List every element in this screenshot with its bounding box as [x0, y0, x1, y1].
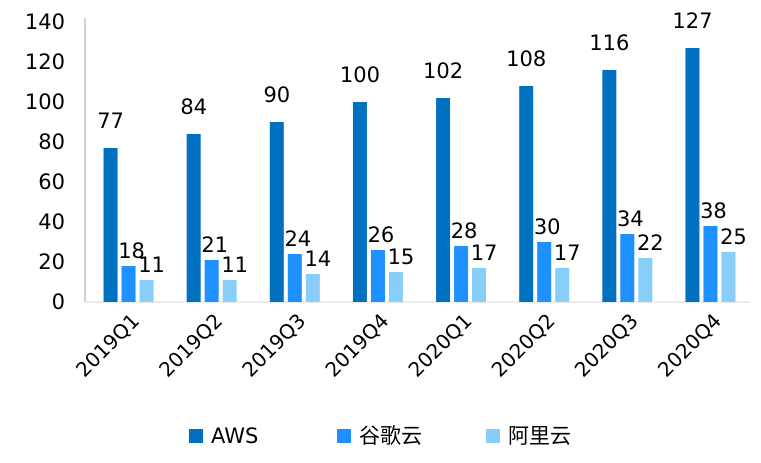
y-tick-label: 60 [38, 170, 65, 194]
bar-阿里云-2019Q4 [388, 272, 403, 302]
bar-阿里云-2019Q3 [305, 274, 320, 302]
data-label: 18 [118, 239, 145, 263]
legend-label: AWS [211, 424, 258, 448]
bar-谷歌云-2019Q2 [204, 260, 219, 302]
bar-AWS-2020Q3 [602, 70, 617, 302]
bar-AWS-2020Q1 [436, 98, 451, 302]
data-label: 15 [388, 245, 415, 269]
bar-谷歌云-2020Q2 [537, 242, 552, 302]
data-label: 17 [554, 241, 581, 265]
y-tick-label: 20 [38, 250, 65, 274]
y-tick-label: 80 [38, 130, 65, 154]
x-tick-label: 2019Q4 [320, 309, 393, 382]
legend: AWS 谷歌云 阿里云 [189, 424, 571, 448]
bar-谷歌云-2020Q4 [703, 226, 718, 302]
bar-阿里云-2019Q1 [139, 280, 154, 302]
y-tick-label: 140 [25, 10, 65, 34]
data-label: 90 [263, 83, 290, 107]
legend-label: 阿里云 [508, 424, 571, 448]
data-label: 24 [284, 227, 311, 251]
bar-谷歌云-2019Q3 [287, 254, 302, 302]
legend-swatch-AWS [189, 429, 203, 443]
legend-swatch-谷歌云 [337, 429, 351, 443]
data-label: 25 [720, 225, 747, 249]
bar-AWS-2020Q2 [519, 86, 534, 302]
data-label: 34 [617, 207, 644, 231]
legend-swatch-阿里云 [486, 429, 500, 443]
x-tick-label: 2019Q2 [154, 309, 227, 382]
data-label: 84 [180, 95, 207, 119]
bar-阿里云-2020Q2 [555, 268, 570, 302]
bar-谷歌云-2020Q3 [620, 234, 635, 302]
legend-label: 谷歌云 [359, 424, 422, 448]
bar-阿里云-2019Q2 [222, 280, 237, 302]
data-label: 21 [201, 233, 228, 257]
data-label: 102 [423, 59, 463, 83]
data-label: 116 [589, 31, 629, 55]
data-label: 14 [304, 247, 331, 271]
data-label: 38 [700, 199, 727, 223]
axis-layer: 0 20 40 60 80 100 120 140 2019Q1 2019Q2 2019Q3 2019… [25, 10, 750, 382]
y-tick-label: 40 [38, 210, 65, 234]
x-tick-label: 2019Q3 [237, 309, 310, 382]
bar-AWS-2020Q4 [685, 48, 700, 302]
x-tick-label: 2020Q2 [487, 309, 560, 382]
x-tick-label: 2019Q1 [71, 309, 144, 382]
data-label: 22 [637, 231, 664, 255]
data-label: 108 [506, 47, 546, 71]
data-label: 26 [368, 223, 395, 247]
x-tick-label: 2020Q4 [653, 309, 726, 382]
bar-阿里云-2020Q1 [472, 268, 487, 302]
data-label: 127 [672, 9, 712, 33]
y-tick-label: 120 [25, 50, 65, 74]
data-label: 17 [471, 241, 498, 265]
data-label: 100 [340, 63, 380, 87]
data-label: 30 [534, 215, 561, 239]
data-label: 28 [451, 219, 478, 243]
bar-AWS-2019Q4 [352, 102, 367, 302]
y-tick-label: 0 [52, 290, 65, 314]
data-labels-layer: 7718118421119024141002615102281710830171… [97, 9, 747, 277]
x-tick-label: 2020Q3 [570, 309, 643, 382]
bar-谷歌云-2019Q4 [370, 250, 385, 302]
data-label: 11 [221, 253, 248, 277]
data-label: 77 [97, 109, 124, 133]
data-label: 11 [138, 253, 165, 277]
bar-AWS-2019Q2 [186, 134, 201, 302]
bar-AWS-2019Q3 [269, 122, 284, 302]
bar-谷歌云-2020Q1 [454, 246, 469, 302]
bar-谷歌云-2019Q1 [121, 266, 136, 302]
bar-阿里云-2020Q4 [721, 252, 736, 302]
y-tick-label: 100 [25, 90, 65, 114]
bar-阿里云-2020Q3 [638, 258, 653, 302]
x-tick-label: 2020Q1 [404, 309, 477, 382]
bar-AWS-2019Q1 [103, 148, 118, 302]
bars-layer [103, 48, 736, 302]
